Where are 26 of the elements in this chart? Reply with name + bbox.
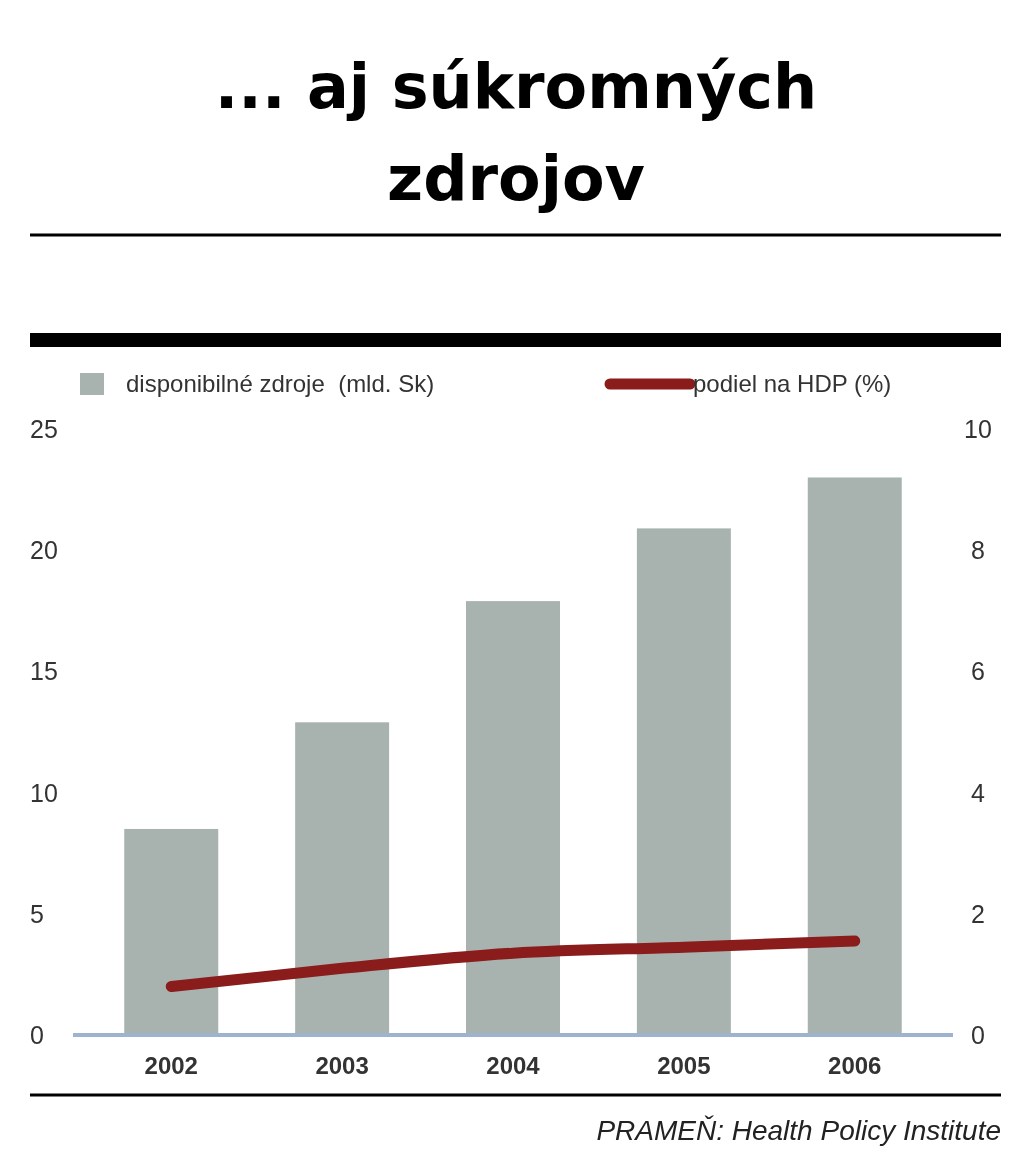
y-tick-label: 15 [30,657,58,686]
legend-label: disponibilné zdroje (mld. Sk) [126,370,435,397]
y-tick-label: 5 [30,899,44,928]
bar [636,528,731,1035]
y2-tick-label: 0 [971,1021,985,1049]
y2-tick-label: 8 [971,536,985,565]
y2-tick-label: 2 [971,899,985,928]
y2-tick-label: 10 [964,415,992,443]
x-tick-label: 2004 [486,1052,541,1079]
y-tick-label: 25 [30,415,58,443]
x-tick-label: 2002 [144,1052,198,1079]
chart-title: ... aj súkromných zdrojov [214,50,818,215]
legend-label: podiel na HDP (%) [693,370,892,397]
bar [295,722,390,1035]
y-tick-label: 0 [30,1021,44,1049]
bar [466,601,560,1035]
x-tick-label: 2006 [828,1052,882,1079]
y2-tick-label: 4 [971,778,986,807]
x-tick-label: 2003 [315,1052,369,1079]
bar [124,828,219,1035]
y2-tick-label: 6 [971,657,985,686]
bar [807,477,902,1035]
text: PRAMEŇ: Health Policy Institute [596,1115,1001,1146]
x-tick-label: 2005 [657,1052,711,1079]
y-tick-label: 20 [30,536,58,565]
y-tick-label: 10 [30,778,58,807]
